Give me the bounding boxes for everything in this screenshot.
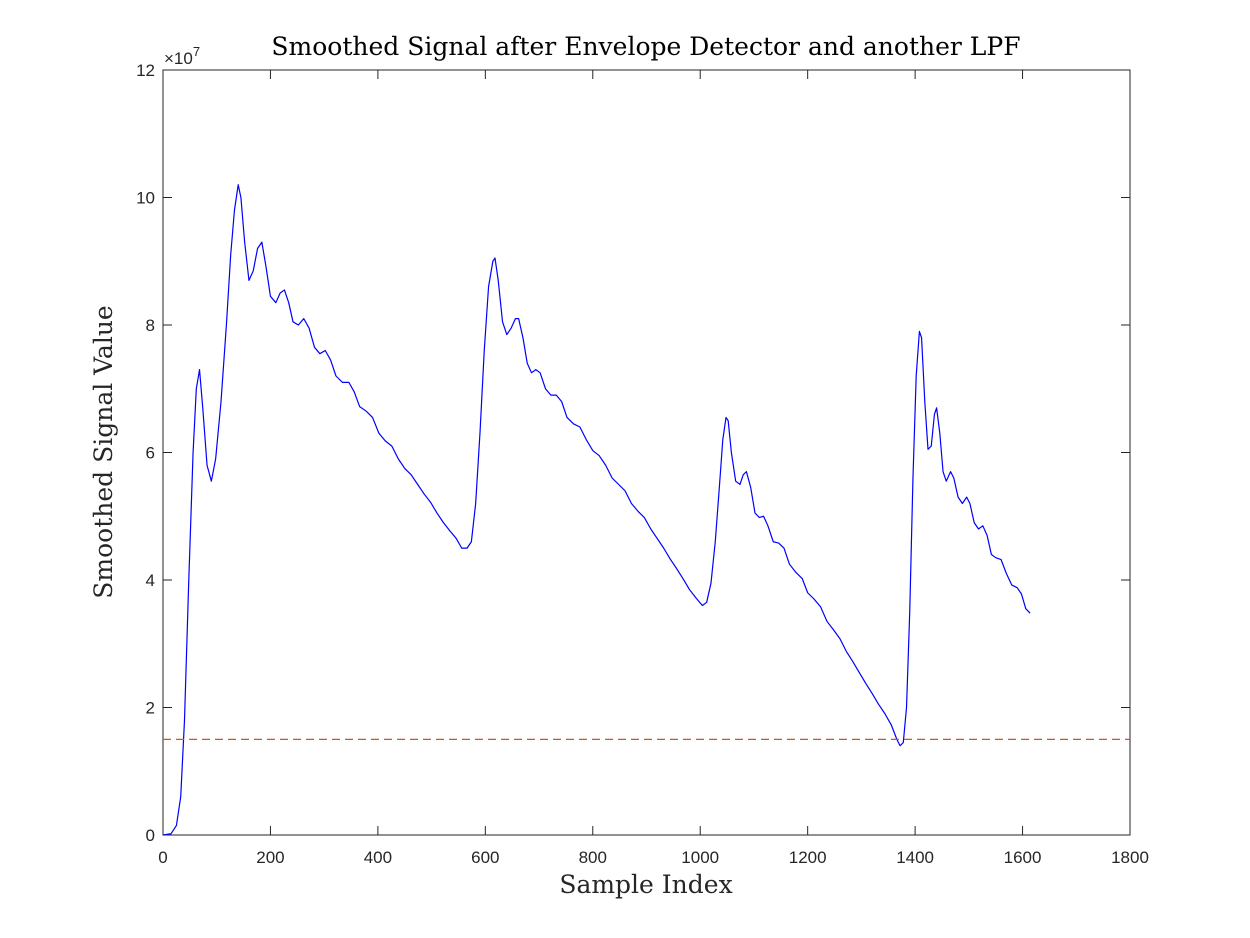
y-tick-label: 8 bbox=[146, 316, 155, 335]
x-axis-label: Sample Index bbox=[559, 870, 732, 899]
y-axis-exponent-power: 7 bbox=[193, 44, 200, 59]
x-tick-label: 1600 bbox=[1004, 848, 1042, 867]
x-tick-label: 1000 bbox=[681, 848, 719, 867]
y-tick-label: 12 bbox=[136, 61, 155, 80]
chart-title: Smoothed Signal after Envelope Detector … bbox=[271, 32, 1020, 61]
x-tick-label: 1800 bbox=[1111, 848, 1149, 867]
x-tick-label: 1400 bbox=[896, 848, 934, 867]
y-tick-label: 6 bbox=[146, 444, 155, 463]
y-axis-exponent-base: ×10 bbox=[164, 49, 193, 68]
x-tick-label: 400 bbox=[364, 848, 392, 867]
y-tick-label: 0 bbox=[146, 826, 155, 845]
x-tick-label: 0 bbox=[158, 848, 167, 867]
y-axis-exponent: ×107 bbox=[164, 44, 200, 68]
signal-line bbox=[162, 184, 1031, 836]
y-tick-label: 10 bbox=[136, 189, 155, 208]
x-axis-ticks: 0 200 400 600 800 1000 1200 1400 1600 1800 bbox=[158, 70, 1149, 867]
y-axis-ticks: 0 2 4 6 8 10 12 bbox=[136, 61, 1130, 845]
y-tick-label: 2 bbox=[146, 699, 155, 718]
y-axis-label: Smoothed Signal Value bbox=[89, 305, 118, 598]
x-tick-label: 800 bbox=[579, 848, 607, 867]
x-tick-label: 1200 bbox=[789, 848, 827, 867]
plot-area bbox=[162, 69, 1131, 836]
y-tick-label: 4 bbox=[146, 571, 155, 590]
series-layer bbox=[162, 184, 1130, 836]
x-tick-label: 200 bbox=[256, 848, 284, 867]
x-tick-label: 600 bbox=[471, 848, 499, 867]
